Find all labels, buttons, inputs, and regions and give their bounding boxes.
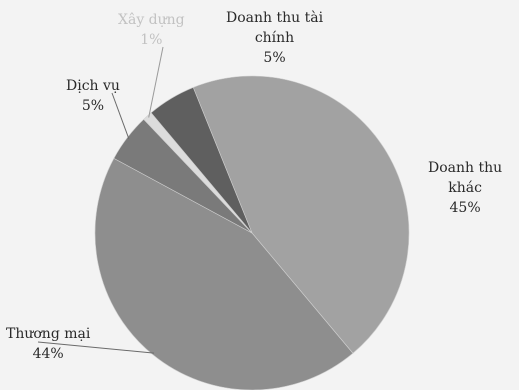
label-doanh-thu-tai-chinh: Doanh thu tài chính 5% (226, 8, 323, 68)
label-line: Xây dựng (118, 12, 185, 28)
label-line: khác (448, 180, 482, 196)
label-line: chính (254, 30, 295, 46)
label-doanh-thu-khac: Doanh thu khác 45% (428, 158, 502, 218)
label-line: Thương mại (6, 326, 91, 342)
label-line: Dịch vụ (66, 78, 120, 94)
label-value: 5% (263, 50, 286, 66)
label-value: 45% (449, 200, 481, 216)
pie-slice (94, 157, 354, 390)
label-value: 1% (140, 32, 163, 48)
label-value: 5% (81, 98, 105, 114)
label-dich-vu: Dịch vụ 5% (66, 76, 120, 116)
leader-line (148, 46, 164, 118)
label-xay-dung: Xây dựng 1% (118, 10, 185, 50)
label-value: 44% (32, 346, 64, 362)
label-line: Doanh thu (428, 160, 503, 176)
label-thuong-mai: Thương mại 44% (6, 324, 90, 364)
pie-slice (150, 87, 253, 234)
pie-slice (192, 75, 410, 354)
label-line: Doanh thu tài (226, 10, 324, 26)
leader-line (37, 341, 155, 354)
leader-line (111, 92, 130, 140)
